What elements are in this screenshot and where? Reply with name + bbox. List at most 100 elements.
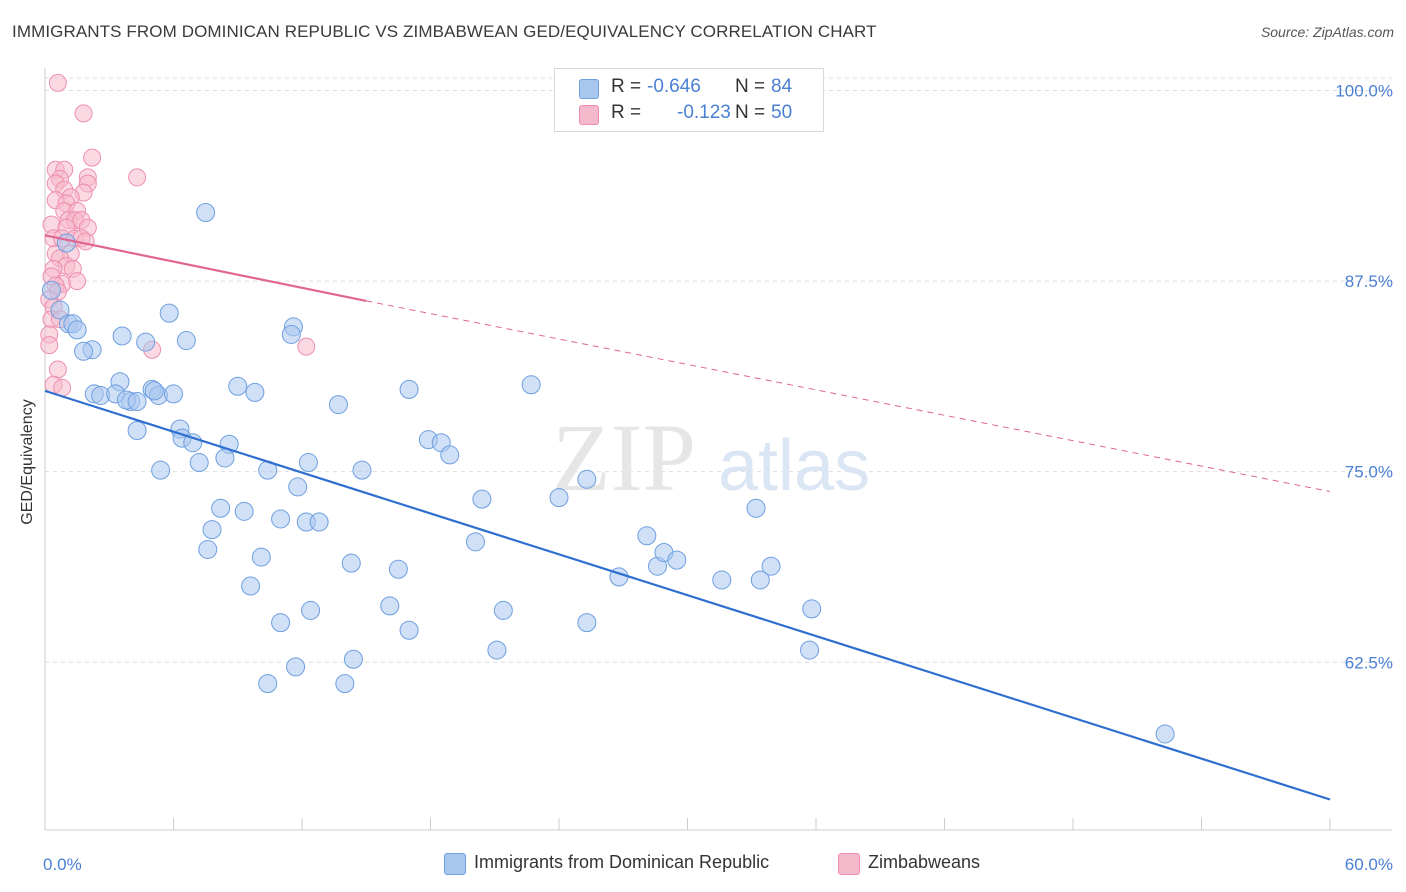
y-tick-label: 75.0% <box>1345 463 1393 482</box>
dominican-point <box>50 300 70 320</box>
zimbabweans-trendline <box>44 234 367 302</box>
y-tick-label: 87.5% <box>1345 272 1393 291</box>
dominican-point <box>328 395 348 415</box>
dominican-point <box>341 553 361 573</box>
dominican-point <box>198 539 218 559</box>
dominican-point <box>301 600 321 620</box>
dominican-point <box>288 477 308 497</box>
y-tick-label: 62.5% <box>1345 653 1393 672</box>
dominican-point <box>750 570 770 590</box>
dominican-point <box>245 382 265 402</box>
dominican-point <box>281 324 301 344</box>
dominican-point <box>241 576 261 596</box>
zimbabweans-point <box>83 148 102 167</box>
dominican-point <box>549 488 569 508</box>
zimbabweans-point <box>297 337 316 356</box>
dominican-point <box>189 453 209 473</box>
legend-swatch-blue <box>444 853 466 875</box>
dominican-point <box>388 559 408 579</box>
dominican-point <box>493 600 513 620</box>
dominican-point <box>56 233 76 253</box>
zimbabweans-point <box>40 336 59 355</box>
legend-label-dominican: Immigrants from Dominican Republic <box>474 852 770 872</box>
dominican-point <box>74 341 94 361</box>
dominican-point <box>712 570 732 590</box>
dominican-point <box>271 613 291 633</box>
dominican-point <box>271 509 291 529</box>
watermark-zip: ZIP <box>552 404 696 511</box>
legend-n-value: 50 <box>771 102 793 123</box>
dominican-point <box>251 547 271 567</box>
dominican-point <box>144 381 164 401</box>
legend-n-value: 84 <box>771 76 793 97</box>
legend-n-label: N = <box>735 76 766 97</box>
dominican-point <box>1155 724 1175 744</box>
watermark: ZIP atlas <box>552 404 870 511</box>
zimbabweans-point <box>128 168 147 187</box>
dominican-point <box>472 489 492 509</box>
dominican-point <box>164 384 183 404</box>
dominican-point <box>228 376 248 396</box>
dominican-point <box>800 640 820 660</box>
chart-title: IMMIGRANTS FROM DOMINICAN REPUBLIC VS ZI… <box>12 22 877 41</box>
zimbabweans-point <box>68 272 87 291</box>
dominican-point <box>298 453 318 473</box>
zimbabweans-trendline-extension <box>366 300 1331 492</box>
dominican-point <box>352 460 372 480</box>
dominican-point <box>127 421 147 441</box>
dominican-points <box>41 202 1175 744</box>
dominican-point <box>440 445 460 465</box>
zimbabweans-points <box>40 73 316 397</box>
dominican-point <box>211 498 231 518</box>
dominican-point <box>343 649 363 669</box>
dominican-point <box>380 596 400 616</box>
dominican-point <box>215 448 235 468</box>
series-legend: Immigrants from Dominican Republic Zimba… <box>0 852 1406 878</box>
dominican-point <box>41 280 61 300</box>
dominican-point <box>286 657 306 677</box>
zimbabweans-point <box>48 360 67 379</box>
x-tick-label: 60.0% <box>1345 855 1393 874</box>
zimbabweans-point <box>74 104 93 123</box>
dominican-point <box>258 674 278 694</box>
dominican-point <box>637 526 657 546</box>
dominican-point <box>761 556 781 576</box>
dominican-point <box>112 326 132 346</box>
dominican-point <box>521 375 541 395</box>
x-tick-label: 0.0% <box>43 855 82 874</box>
dominican-point <box>577 469 597 489</box>
stats-legend: R = -0.646 N = 84 R = -0.123 N = 50 <box>554 68 824 132</box>
dominican-point <box>151 460 171 480</box>
dominican-point <box>577 613 597 633</box>
dominican-point <box>127 392 147 412</box>
dominican-point <box>399 379 419 399</box>
dominican-point <box>465 532 485 552</box>
dominican-point <box>487 640 507 660</box>
dominican-point <box>234 501 254 521</box>
y-tick-labels: 62.5% 75.0% 87.5% 100.0% <box>1335 81 1393 672</box>
dominican-point <box>67 320 87 340</box>
dominican-point <box>335 674 355 694</box>
dominican-point <box>202 520 222 540</box>
dominican-point <box>667 550 687 570</box>
legend-r-value: -0.123 <box>677 102 731 123</box>
dominican-point <box>136 332 156 352</box>
dominican-point <box>309 512 329 532</box>
watermark-atlas: atlas <box>718 426 870 506</box>
dominican-point <box>399 620 419 640</box>
source-credit: Source: ZipAtlas.com <box>1260 24 1394 40</box>
dominican-point <box>802 599 822 619</box>
dominican-point <box>176 331 196 351</box>
y-axis-title: GED/Equivalency <box>19 399 36 524</box>
legend-n-label: N = <box>735 102 766 123</box>
legend-r-label: R = <box>611 102 642 123</box>
legend-swatch-blue <box>579 79 599 99</box>
dominican-point <box>746 498 766 518</box>
dominican-trendline <box>44 389 1331 801</box>
zimbabweans-point <box>48 73 67 92</box>
legend-swatch-pink <box>838 853 860 875</box>
axes <box>44 68 1392 831</box>
legend-r-label: R = <box>611 76 642 97</box>
dominican-point <box>196 202 216 222</box>
